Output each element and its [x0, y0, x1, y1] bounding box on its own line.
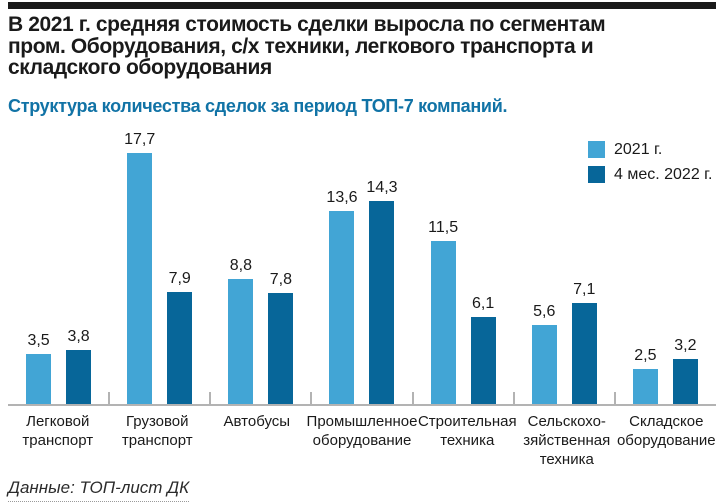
category-label: Автобусы	[223, 413, 291, 430]
category-label: Грузовой транспорт	[121, 413, 193, 449]
top-rule	[8, 2, 716, 9]
bar-2022: 14,3	[366, 179, 398, 404]
bar-group: 13,6 14,3	[311, 130, 412, 404]
bar-2021: 3,5	[26, 332, 52, 404]
value-label: 14,3	[366, 178, 398, 196]
value-label: 11,5	[428, 218, 459, 236]
bar-2021: 13,6	[326, 189, 358, 404]
bar-group: 3,5 3,8	[8, 130, 109, 404]
bar-group: 17,7 7,9	[109, 130, 210, 404]
legend-label-2021: 2021 г.	[614, 140, 663, 158]
value-label: 17,7	[124, 130, 156, 148]
value-label: 3,5	[27, 332, 50, 350]
category-label: Строительная техника	[417, 413, 517, 449]
bar-group: 8,8 7,8	[210, 130, 311, 404]
legend-item-2022: 4 мес. 2022 г.	[588, 166, 713, 183]
data-source: Данные: ТОП-лист ДК	[8, 478, 190, 502]
value-label: 7,8	[269, 271, 292, 289]
title-line-1: В 2021 г. средняя стоимость сделки вырос…	[8, 13, 606, 36]
bar-group: 11,5 6,1	[413, 130, 514, 404]
bar-2022: 6,1	[470, 295, 496, 404]
page-title: В 2021 г. средняя стоимость сделки вырос…	[8, 14, 718, 79]
bar-group: 5,6 7,1	[514, 130, 615, 404]
x-axis	[8, 392, 716, 406]
bar-group: 2,5 3,2	[615, 130, 716, 404]
category-label: Промышленное оборудование	[306, 413, 418, 449]
bar-2022: 3,2	[672, 337, 698, 404]
category-label: Легковой транспорт	[22, 413, 94, 449]
title-line-2: пром. Оборудования, с/х техники, легково…	[8, 34, 594, 58]
chart-subtitle: Структура количества сделок за период ТО…	[8, 96, 508, 116]
value-label: 2,5	[634, 346, 657, 364]
value-label: 7,9	[168, 269, 191, 287]
value-label: 6,1	[472, 295, 495, 313]
axis-tick	[108, 392, 111, 406]
legend-swatch-2022-icon	[588, 166, 605, 183]
title-line-3: складского оборудования	[8, 56, 272, 79]
axis-tick	[310, 392, 313, 406]
bar-2021: 8,8	[228, 257, 254, 404]
axis-tick	[613, 392, 616, 406]
legend-label-2022: 4 мес. 2022 г.	[614, 165, 713, 183]
axis-tick	[209, 392, 212, 406]
axis-tick	[512, 392, 515, 406]
bar-2022: 7,8	[268, 271, 294, 404]
value-label: 7,1	[573, 281, 596, 299]
value-label: 3,2	[674, 336, 697, 354]
x-axis-labels: Легковой транспорт Грузовой транспорт Автобу…	[8, 412, 716, 469]
category-label: Складское оборудование	[616, 413, 716, 449]
bar-2022: 7,1	[571, 281, 597, 404]
bar-2021: 2,5	[632, 347, 658, 404]
bar-2021: 17,7	[124, 131, 155, 404]
value-label: 3,8	[67, 328, 90, 345]
value-label: 13,6	[326, 188, 358, 206]
bar-2022: 7,9	[167, 270, 193, 404]
legend-item-2021: 2021 г.	[588, 141, 713, 158]
category-label: Сельскохо-зяйственная техника	[523, 413, 611, 468]
value-label: 5,6	[533, 302, 556, 320]
bar-2021: 11,5	[428, 219, 458, 404]
legend-swatch-2021-icon	[588, 141, 605, 158]
bar-2022: 3,8	[66, 328, 92, 404]
value-label: 8,8	[229, 257, 252, 274]
plot-area: 3,5 3,8 17,7 7,9 8,8 7,8 13,6 14,3 11,5 6,1 5,6 7,1…	[8, 130, 716, 404]
bar-2021: 5,6	[531, 303, 557, 404]
chart-legend: 2021 г. 4 мес. 2022 г.	[588, 141, 713, 191]
axis-tick	[411, 392, 414, 406]
